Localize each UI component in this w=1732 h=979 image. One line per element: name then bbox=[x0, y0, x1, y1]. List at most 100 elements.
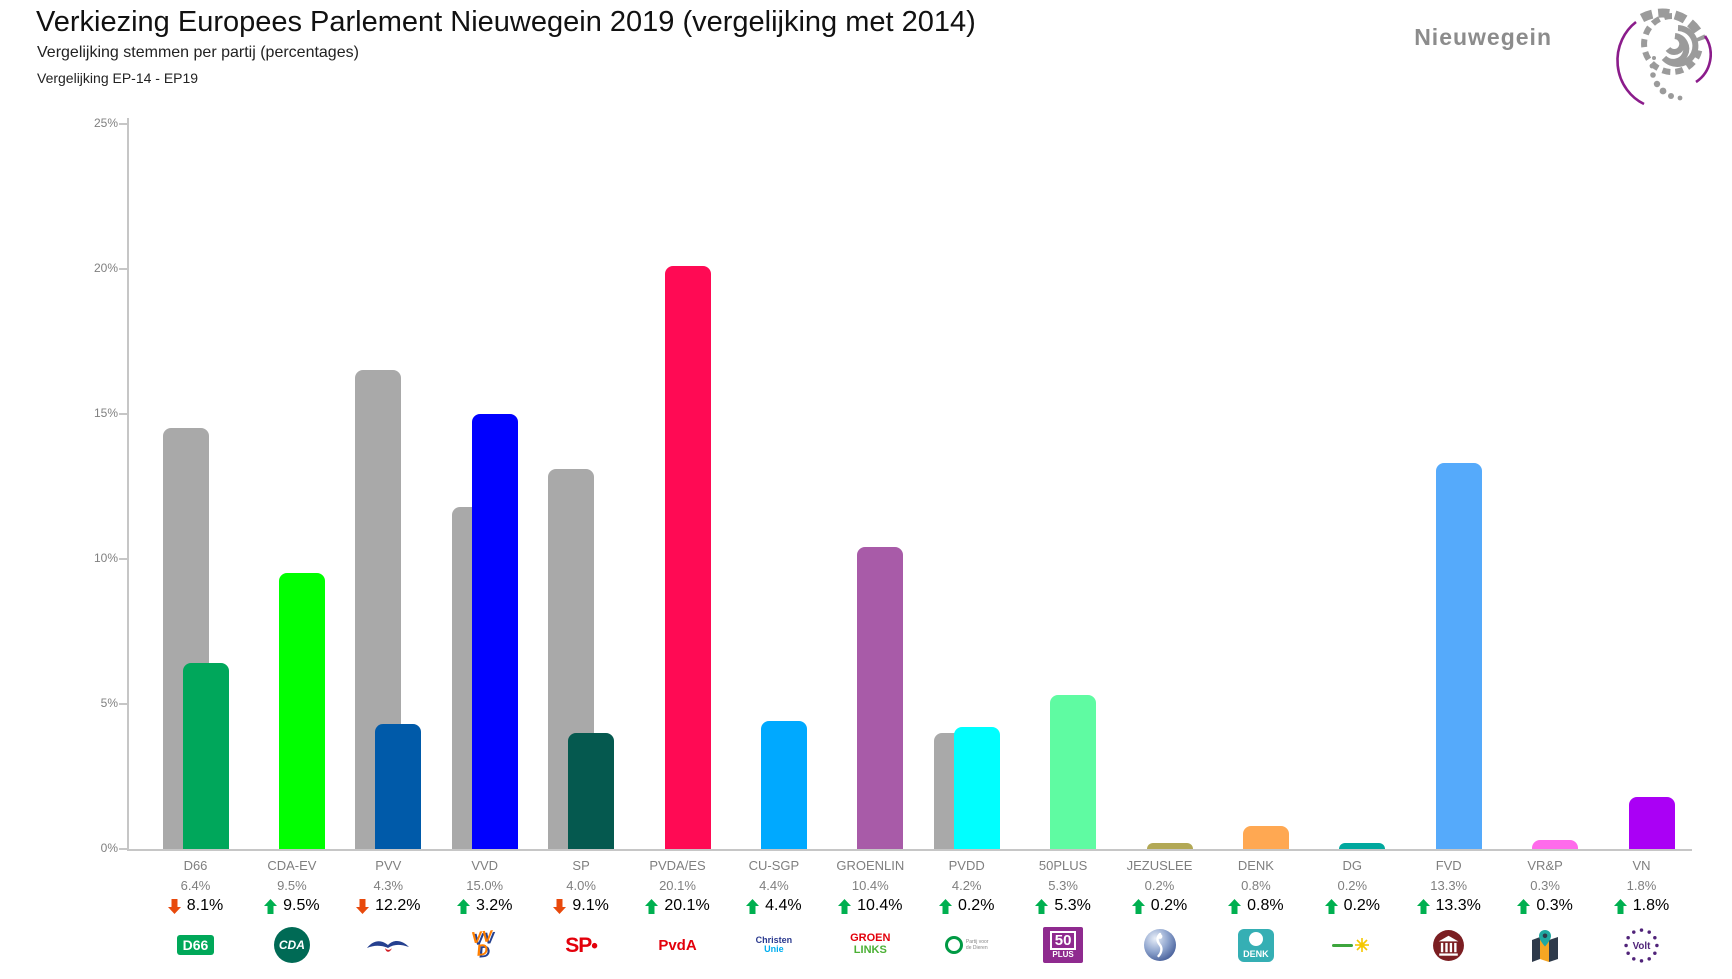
municipality-logo-text: Nieuwegein bbox=[1414, 24, 1552, 50]
up-arrow-icon bbox=[1035, 898, 1049, 914]
party-value-2019: 10.4% bbox=[851, 878, 889, 893]
sp-logo-icon: SP• bbox=[565, 933, 598, 957]
pvda-es-logo-icon: PvdA bbox=[658, 936, 697, 954]
party-label: GROENLIN bbox=[836, 858, 905, 873]
bar-2019-denk bbox=[1242, 826, 1289, 849]
party-column-sp: SP 4.0% 9.1% SP• bbox=[533, 858, 629, 966]
party-change: 0.2% bbox=[919, 897, 1015, 915]
bar-2019-sp bbox=[568, 733, 615, 849]
y-tick-label: 15% bbox=[93, 406, 118, 420]
party-value-2019: 9.5% bbox=[277, 878, 307, 893]
party-change-value: 0.8% bbox=[1247, 897, 1284, 914]
bar-2019-cda-ev bbox=[278, 573, 325, 849]
bar-2019-pvdd bbox=[953, 727, 1000, 849]
y-tick-mark bbox=[119, 703, 127, 705]
bar-2019-jezuslee bbox=[1146, 843, 1193, 849]
y-tick-mark bbox=[119, 848, 127, 850]
svg-text:Volt: Volt bbox=[1633, 941, 1651, 952]
up-arrow-icon bbox=[1131, 898, 1145, 914]
party-change-value: 4.4% bbox=[765, 897, 802, 914]
party-change: 9.1% bbox=[533, 897, 629, 915]
cda-ev-logo-icon: CDA bbox=[244, 924, 340, 966]
nieuwegein-spiral-icon bbox=[1616, 8, 1712, 106]
vvd-logo-icon: VV D bbox=[470, 928, 494, 960]
party-column-pvdd: PVDD 4.2% 0.2% Partij voor de Dieren bbox=[919, 858, 1015, 966]
vn-logo-icon: Volt bbox=[1594, 924, 1690, 966]
party-change: 13.3% bbox=[1401, 897, 1497, 915]
party-change: 5.3% bbox=[1015, 897, 1111, 915]
party-column-vn: VN 1.8% 1.8% Volt bbox=[1594, 858, 1690, 966]
party-label: SP bbox=[572, 858, 590, 873]
down-arrow-icon bbox=[167, 898, 181, 914]
up-arrow-icon bbox=[1324, 898, 1338, 914]
party-column-groenlin: GROENLIN 10.4% 10.4% GROEN LINKS bbox=[822, 858, 918, 966]
party-label: CDA-EV bbox=[267, 858, 317, 873]
party-value-2019: 20.1% bbox=[659, 878, 696, 893]
party-change-value: 3.2% bbox=[475, 897, 513, 914]
party-change-value: 0.2% bbox=[957, 897, 995, 914]
y-tick-mark bbox=[119, 268, 127, 270]
party-column-cda-ev: CDA-EV 9.5% 9.5% CDA bbox=[244, 858, 340, 966]
municipality-logo: Nieuwegein bbox=[1414, 2, 1712, 106]
bar-2019-vn bbox=[1628, 797, 1675, 849]
party-change: 1.8% bbox=[1594, 897, 1690, 915]
party-change: 0.2% bbox=[1112, 897, 1208, 915]
party-value-2019: 6.4% bbox=[180, 878, 211, 893]
y-axis-line bbox=[127, 118, 129, 849]
party-change-value: 12.2% bbox=[375, 897, 421, 914]
fvd-logo-icon bbox=[1401, 924, 1497, 966]
party-column-dg: DG 0.2% 0.2% bbox=[1304, 858, 1400, 966]
party-change: 8.1% bbox=[148, 897, 244, 915]
party-value-2019: 4.4% bbox=[759, 878, 789, 893]
up-arrow-icon bbox=[838, 898, 852, 914]
party-column-pvda-es: PVDA/ES 20.1% 20.1% PvdA bbox=[630, 858, 726, 966]
party-change: 0.3% bbox=[1497, 897, 1593, 915]
party-change: 9.5% bbox=[244, 897, 340, 915]
bar-2019-groenlin bbox=[857, 547, 904, 849]
party-column-jezuslee: JEZUSLEE 0.2% 0.2% bbox=[1112, 858, 1208, 966]
groenlin-logo-icon: GROEN LINKS bbox=[850, 932, 891, 956]
y-tick-mark bbox=[119, 123, 127, 125]
party-label: PVDD bbox=[948, 858, 985, 873]
party-value-2019: 15.0% bbox=[466, 878, 504, 893]
bar-2019-vvd bbox=[471, 414, 518, 849]
party-change: 10.4% bbox=[822, 897, 918, 915]
down-arrow-icon bbox=[553, 898, 567, 914]
party-change-value: 0.2% bbox=[1343, 897, 1381, 914]
comparison-label: Vergelijking EP-14 - EP19 bbox=[37, 70, 199, 86]
party-change: 4.4% bbox=[726, 897, 822, 915]
up-arrow-icon bbox=[1613, 898, 1627, 914]
y-tick-mark bbox=[119, 558, 127, 560]
party-value-2019: 4.2% bbox=[951, 878, 982, 893]
up-arrow-icon bbox=[1517, 898, 1531, 914]
party-label: CU-SGP bbox=[748, 858, 800, 873]
party-label: PVDA/ES bbox=[649, 858, 706, 873]
party-value-2019: 0.3% bbox=[1530, 878, 1560, 893]
up-arrow-icon bbox=[264, 898, 278, 914]
party-change-value: 9.5% bbox=[283, 897, 320, 914]
party-column-cu-sgp: CU-SGP 4.4% 4.4% Christen Unie bbox=[726, 858, 822, 966]
bar-2019-pvv bbox=[375, 724, 422, 849]
bar-2019-50plus bbox=[1050, 695, 1097, 849]
party-column-denk: DENK 0.8% 0.8% DENK bbox=[1208, 858, 1304, 966]
party-value-2019: 0.2% bbox=[1144, 878, 1175, 893]
denk-logo-icon: DENK bbox=[1208, 924, 1304, 966]
pvv-logo-icon bbox=[340, 924, 436, 966]
party-change-value: 20.1% bbox=[664, 897, 710, 914]
party-change-value: 0.2% bbox=[1150, 897, 1188, 914]
party-change: 12.2% bbox=[340, 897, 436, 915]
page-subtitle: Vergelijking stemmen per partij (percent… bbox=[37, 44, 359, 61]
up-arrow-icon bbox=[456, 898, 470, 914]
party-column-pvv: PVV 4.3% 12.2% bbox=[340, 858, 436, 966]
party-change-value: 0.3% bbox=[1536, 897, 1573, 914]
party-change: 3.2% bbox=[437, 897, 533, 915]
down-arrow-icon bbox=[356, 898, 370, 914]
party-change-value: 13.3% bbox=[1435, 897, 1481, 914]
pvdd-logo-icon: Partij voor de Dieren bbox=[919, 924, 1015, 966]
party-label: JEZUSLEE bbox=[1126, 858, 1193, 873]
party-label: PVV bbox=[375, 858, 402, 873]
party-change-value: 5.3% bbox=[1054, 897, 1091, 914]
up-arrow-icon bbox=[645, 898, 659, 914]
party-change-value: 10.4% bbox=[857, 897, 903, 914]
